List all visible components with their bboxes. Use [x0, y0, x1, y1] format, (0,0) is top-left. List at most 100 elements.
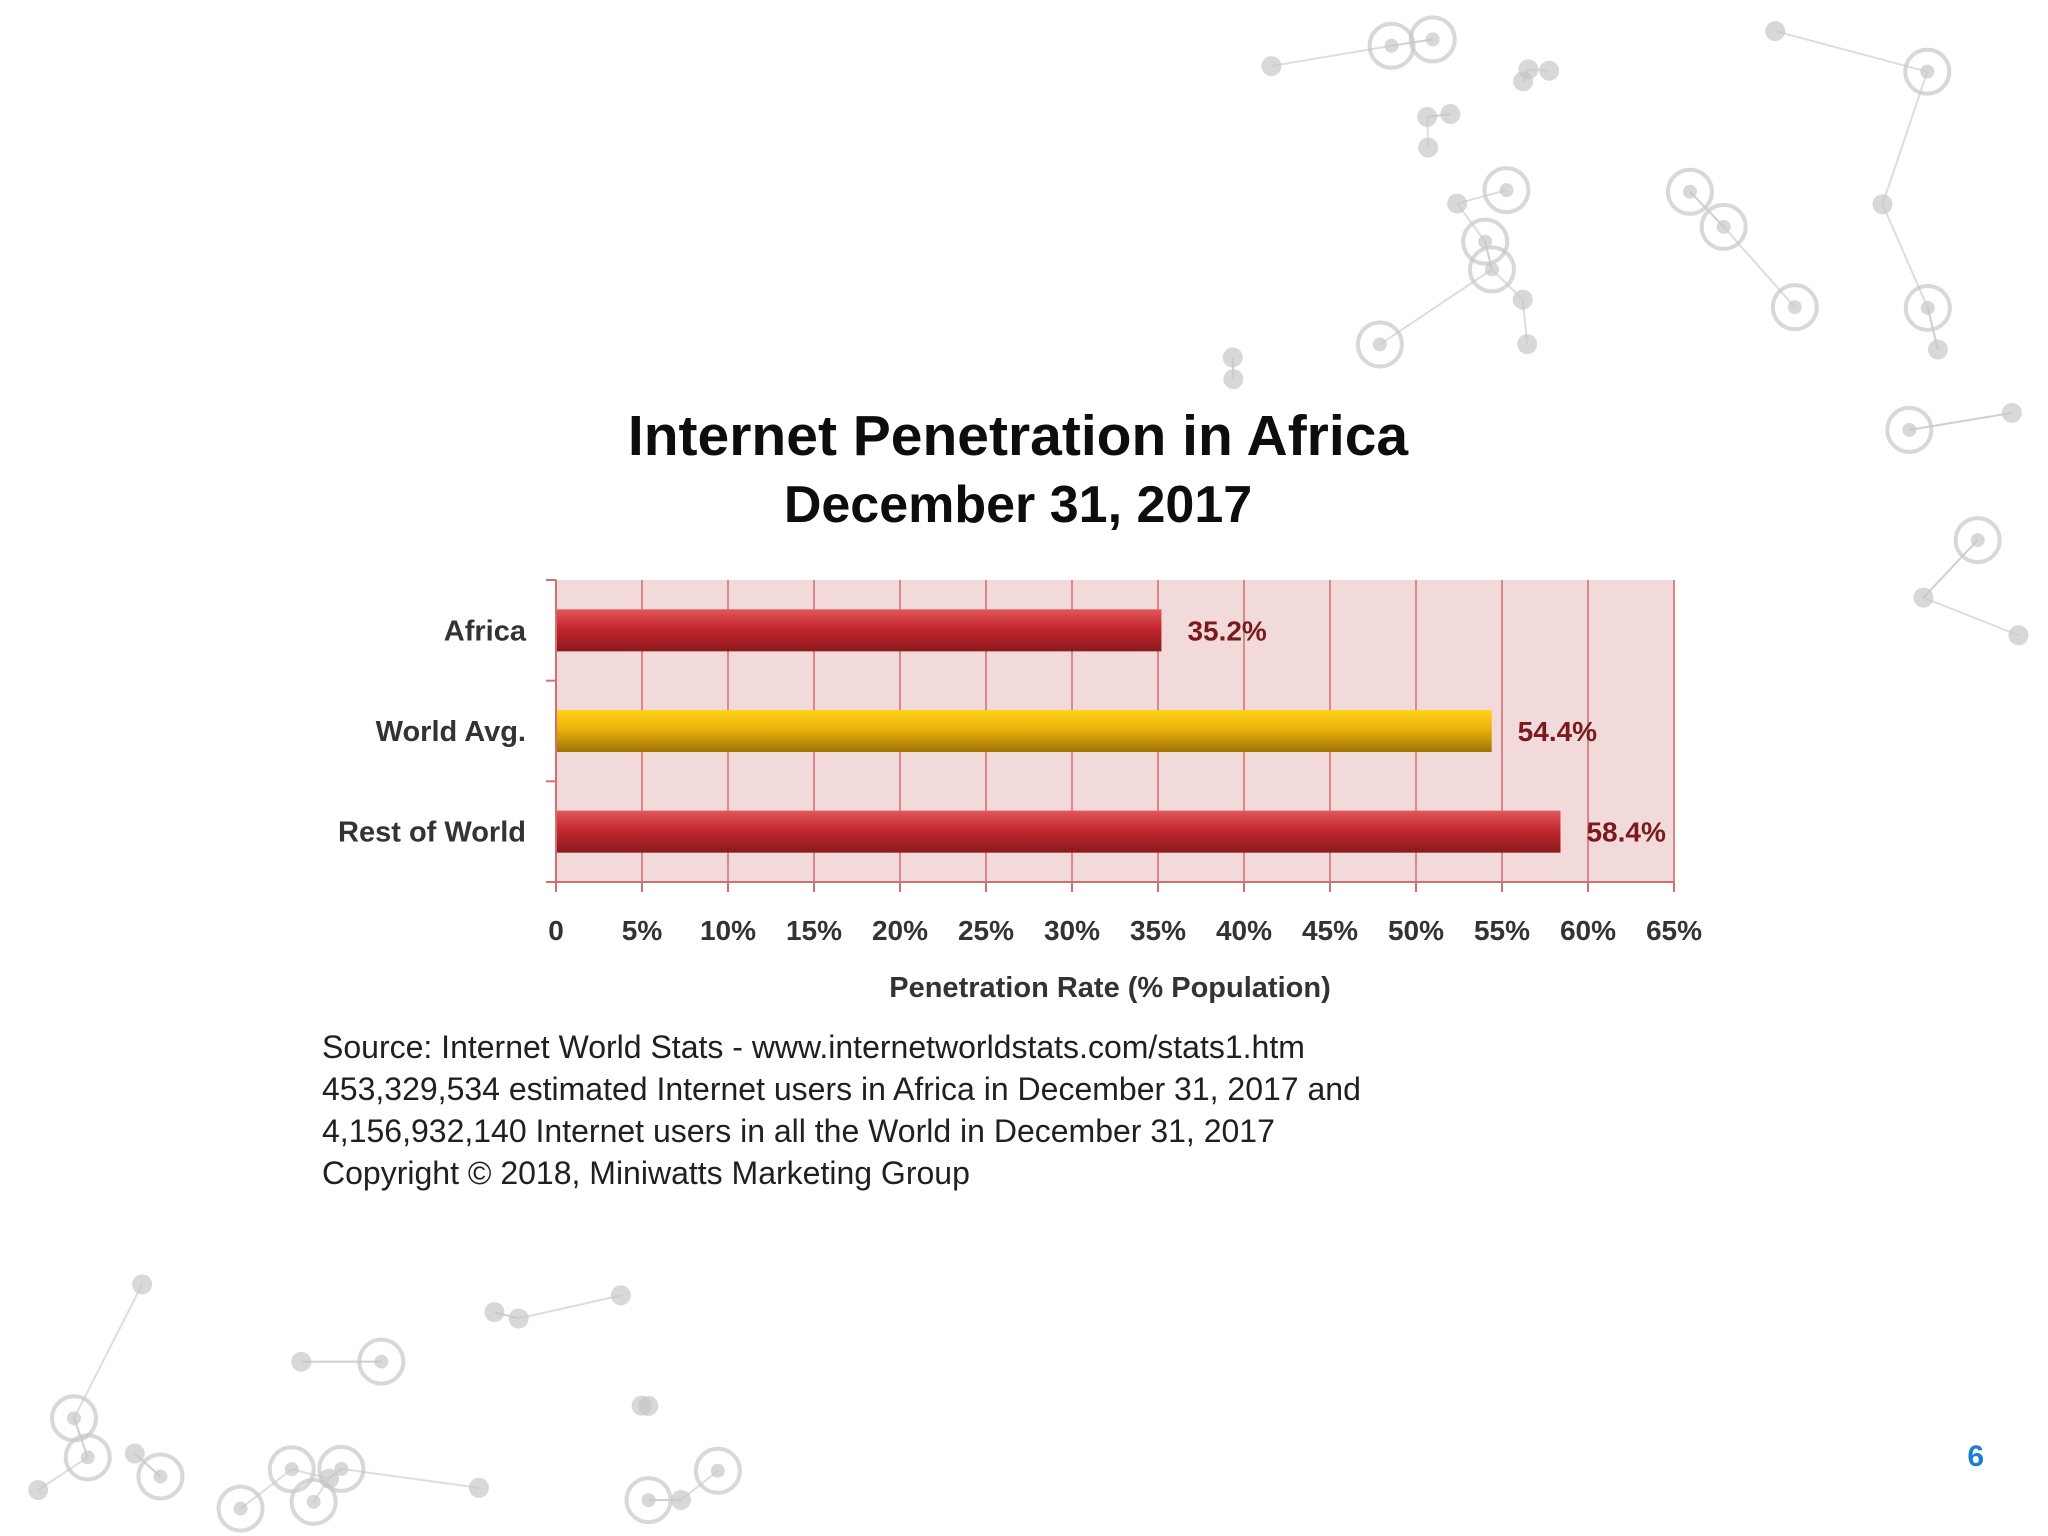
x-tick-label: 65% — [1646, 915, 1702, 946]
network-node-center — [306, 1494, 321, 1509]
network-node — [1222, 347, 1243, 368]
network-node — [1927, 339, 1948, 360]
network-node — [289, 1477, 338, 1526]
chart-subtitle: December 31, 2017 — [784, 476, 1252, 534]
network-node — [1903, 47, 1952, 96]
users-world-line: 4,156,932,140 Internet users in all the … — [322, 1113, 1275, 1149]
network-node-center — [80, 1450, 95, 1465]
users-africa-line: 453,329,534 estimated Internet users in … — [322, 1071, 1361, 1107]
network-node — [1665, 167, 1714, 216]
network-node — [1355, 320, 1404, 369]
network-node-center — [1478, 234, 1493, 249]
data-label: 58.4% — [1586, 817, 1665, 848]
network-node — [1447, 193, 1468, 214]
network-node-center — [67, 1411, 82, 1426]
network-node — [1872, 194, 1893, 215]
network-node — [28, 1479, 49, 1500]
network-node — [1482, 166, 1531, 215]
bar — [557, 810, 1561, 853]
category-label: Africa — [444, 615, 527, 647]
network-node — [50, 1394, 99, 1443]
bar — [557, 710, 1492, 752]
network-node-center — [1970, 533, 1985, 548]
x-tick-label: 15% — [786, 915, 842, 946]
network-node — [624, 1476, 673, 1525]
network-node — [1770, 283, 1819, 332]
data-label: 54.4% — [1518, 716, 1597, 747]
x-tick-label: 20% — [872, 915, 928, 946]
data-label: 35.2% — [1187, 615, 1266, 646]
network-node — [508, 1308, 529, 1329]
network-node — [2001, 402, 2022, 423]
network-node — [1765, 21, 1786, 42]
network-node-center — [1902, 422, 1917, 437]
network-node — [1418, 137, 1439, 158]
source-note: Source: Internet World Stats - www.inter… — [322, 1026, 1522, 1194]
x-tick-label: 25% — [958, 915, 1014, 946]
network-node — [1261, 56, 1282, 77]
network-node — [124, 1443, 145, 1464]
network-link — [1722, 226, 1796, 308]
network-node-center — [334, 1461, 349, 1476]
network-link — [239, 1468, 293, 1510]
network-node — [1913, 587, 1934, 608]
bars: Africa 35.2% World Avg. 54.4% Rest of World 5… — [338, 609, 1666, 853]
network-link — [518, 1294, 622, 1320]
x-tick-label: 60% — [1560, 915, 1616, 946]
network-node — [631, 1395, 652, 1416]
network-node — [216, 1484, 265, 1533]
network-node-center — [1716, 219, 1731, 234]
network-node — [693, 1446, 742, 1495]
network-node — [1539, 60, 1560, 81]
network-node-center — [1682, 184, 1697, 199]
network-node — [468, 1477, 489, 1498]
network-node-center — [710, 1463, 725, 1478]
category-label: World Avg. — [376, 716, 526, 748]
network-link — [1689, 191, 1725, 228]
network-node-center — [1425, 32, 1440, 47]
network-node — [670, 1489, 691, 1510]
network-link — [1909, 411, 2012, 431]
network-node — [1903, 283, 1952, 332]
x-tick-label: 30% — [1044, 915, 1100, 946]
network-node — [1885, 405, 1934, 454]
network-node — [484, 1302, 505, 1323]
network-node — [132, 1274, 153, 1295]
bar — [557, 609, 1162, 652]
network-node-center — [284, 1462, 299, 1477]
network-node — [136, 1452, 185, 1501]
network-node — [1699, 202, 1748, 251]
page-number: 6 — [1967, 1440, 1984, 1473]
source-line: Source: Internet World Stats - www.inter… — [322, 1029, 1305, 1065]
network-node — [319, 1468, 340, 1489]
x-tick-label: 55% — [1474, 915, 1530, 946]
network-node — [1223, 369, 1244, 390]
network-link — [1881, 203, 1929, 309]
network-node — [2008, 625, 2029, 646]
x-tick-label: 50% — [1388, 915, 1444, 946]
x-axis-label: Penetration Rate (% Population) — [889, 972, 1330, 1004]
network-node — [1513, 71, 1534, 92]
x-tick-labels: 0 5% 10% 15% 20% 25% 30% 35% 40% 45% 50% 55% 60% 65% — [548, 915, 1702, 946]
x-tick-label: 10% — [700, 915, 756, 946]
copyright-line: Copyright © 2018, Miniwatts Marketing Gr… — [322, 1155, 970, 1191]
network-link — [1774, 30, 1928, 73]
network-node-center — [1384, 38, 1399, 53]
network-node-center — [233, 1501, 248, 1516]
network-node — [1461, 217, 1510, 266]
network-node — [1408, 15, 1457, 64]
network-node — [1953, 516, 2002, 565]
network-node — [1440, 104, 1461, 125]
network-node — [317, 1444, 366, 1493]
network-node-center — [153, 1469, 168, 1484]
network-node-center — [374, 1354, 389, 1369]
x-tick-label: 35% — [1130, 915, 1186, 946]
x-tick-label: 5% — [622, 915, 663, 946]
axes — [546, 579, 1675, 892]
network-link — [73, 1283, 144, 1419]
network-link — [1922, 539, 1979, 599]
network-node-center — [1499, 183, 1514, 198]
